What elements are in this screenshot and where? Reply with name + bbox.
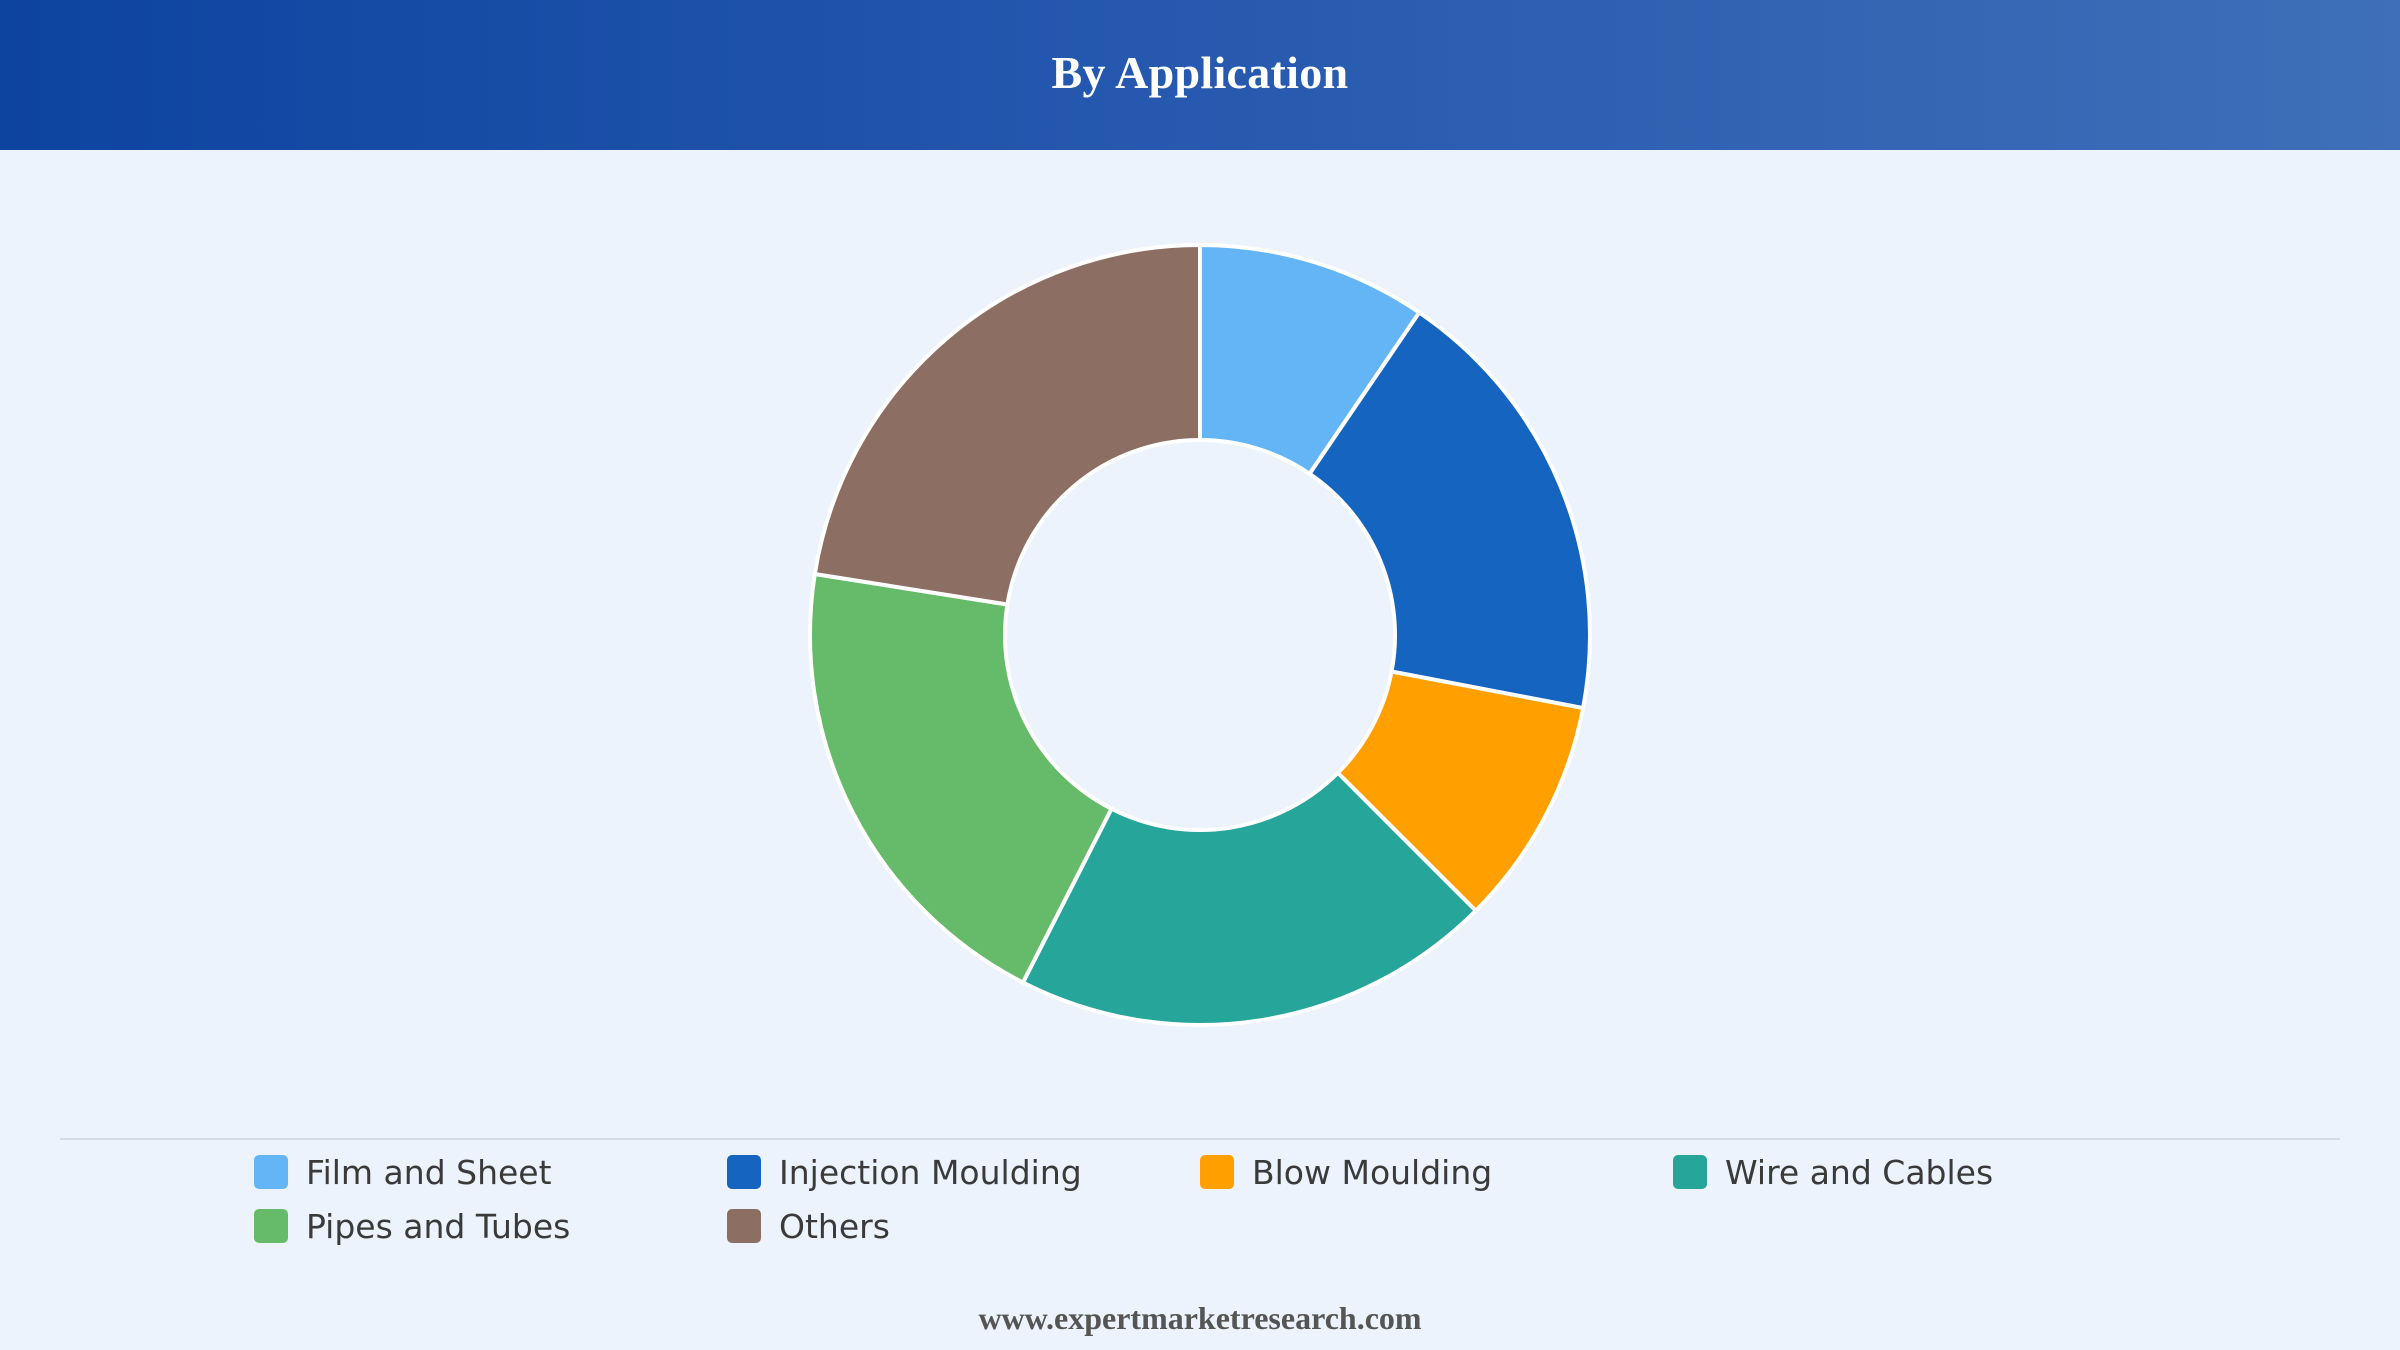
legend-item-film-and-sheet[interactable]: Film and Sheet: [254, 1152, 727, 1192]
legend-swatch: [1673, 1155, 1707, 1189]
legend-swatch: [727, 1155, 761, 1189]
slice-pipes-and-tubes[interactable]: [808, 571, 1114, 985]
slice-wire-and-cables[interactable]: [1020, 770, 1478, 1027]
legend-swatch: [254, 1209, 288, 1243]
legend-item-injection-moulding[interactable]: Injection Moulding: [727, 1152, 1200, 1192]
slice-others[interactable]: [812, 243, 1202, 607]
legend-label: Pipes and Tubes: [306, 1206, 571, 1246]
slice-injection-moulding[interactable]: [1307, 310, 1592, 711]
legend-swatch: [1200, 1155, 1234, 1189]
source-url: www.expertmarketresearch.com: [978, 1300, 1422, 1336]
legend-swatch: [254, 1155, 288, 1189]
chart-legend: Film and Sheet Injection Moulding Blow Mou…: [254, 1152, 2200, 1246]
legend-label: Blow Moulding: [1252, 1152, 1493, 1192]
legend-label: Wire and Cables: [1725, 1152, 1994, 1192]
legend-label: Injection Moulding: [779, 1152, 1082, 1192]
legend-label: Others: [779, 1206, 890, 1246]
donut-chart: [808, 243, 1592, 1027]
legend-item-others[interactable]: Others: [727, 1206, 1200, 1246]
legend-label: Film and Sheet: [306, 1152, 552, 1192]
donut-slices: [808, 243, 1592, 1027]
legend-item-pipes-and-tubes[interactable]: Pipes and Tubes: [254, 1206, 727, 1246]
legend-swatch: [727, 1209, 761, 1243]
legend-item-blow-moulding[interactable]: Blow Moulding: [1200, 1152, 1673, 1192]
chart-title: By Application: [1051, 46, 1349, 98]
legend-item-wire-and-cables[interactable]: Wire and Cables: [1673, 1152, 2146, 1192]
header-banner: By Application: [0, 0, 2400, 150]
legend-divider: [60, 1138, 2340, 1140]
